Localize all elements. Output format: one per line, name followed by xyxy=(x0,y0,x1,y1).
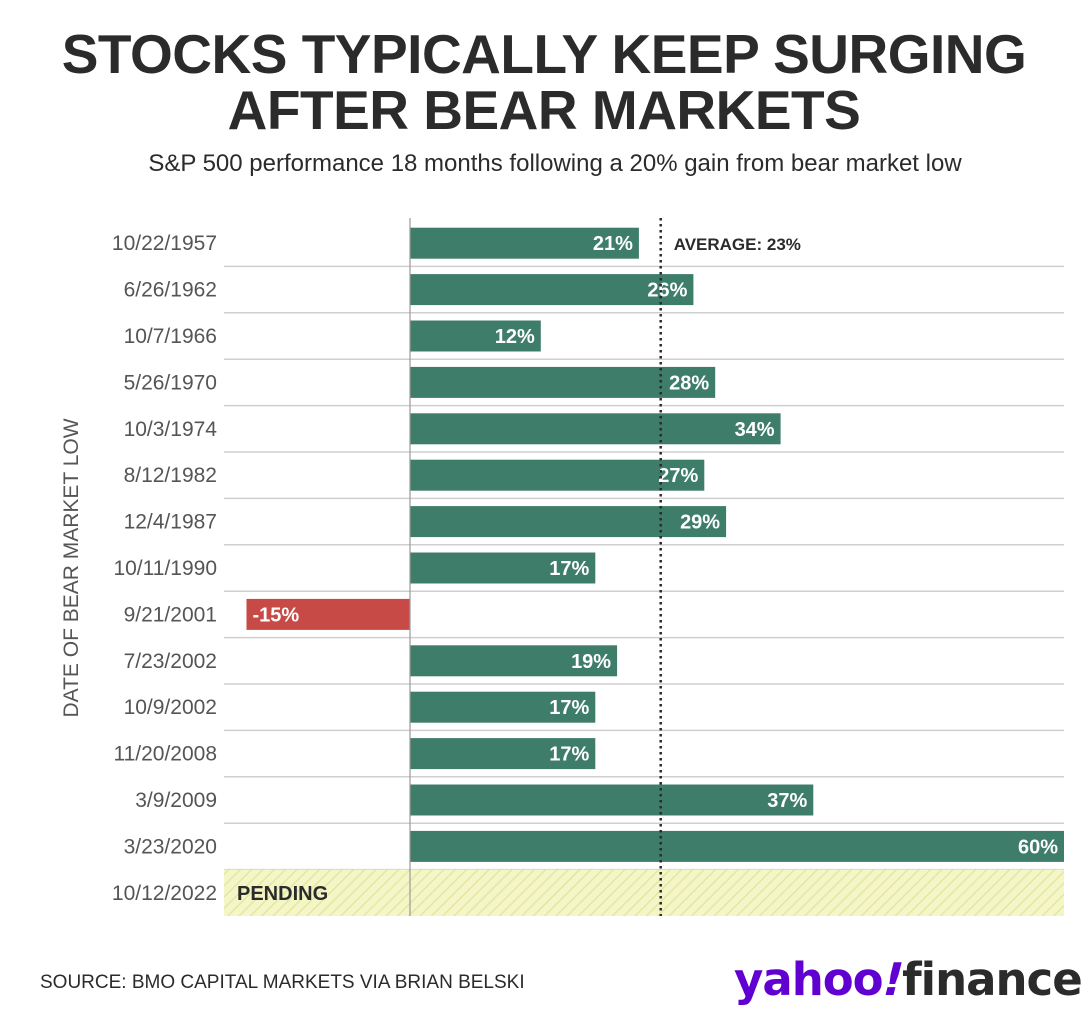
category-labels: 10/22/1957 6/26/1962 10/7/1966 5/26/1970 10/… xyxy=(112,232,217,905)
data-label: 28% xyxy=(669,372,709,394)
logo-finance: finance xyxy=(902,953,1083,1006)
data-label: 17% xyxy=(549,558,589,580)
bar xyxy=(410,459,705,491)
chart-subtitle: S&P 500 performance 18 months following … xyxy=(148,150,962,177)
data-label: 19% xyxy=(571,651,611,673)
category-label: 6/26/1962 xyxy=(124,279,217,302)
bar xyxy=(410,413,781,445)
title-line-2: AFTER BEAR MARKETS xyxy=(227,79,861,141)
category-label: 11/20/2008 xyxy=(113,743,217,766)
bar xyxy=(410,784,814,816)
category-label: 7/23/2002 xyxy=(124,650,217,673)
data-label: 17% xyxy=(549,744,589,766)
bar xyxy=(410,738,596,770)
title-line-1: STOCKS TYPICALLY KEEP SURGING xyxy=(61,23,1027,85)
yahoo-finance-logo: yahoo!finance xyxy=(734,952,1083,1008)
bar xyxy=(410,320,541,352)
pending-region: PENDING xyxy=(224,869,1064,916)
data-label: 12% xyxy=(495,326,535,348)
category-label: 8/12/1982 xyxy=(124,464,217,487)
data-label: 29% xyxy=(680,512,720,534)
axes: AVERAGE: 23% xyxy=(409,218,801,916)
bar xyxy=(246,598,410,630)
bar xyxy=(410,227,639,259)
category-label: 3/23/2020 xyxy=(124,835,217,858)
bar xyxy=(410,274,694,306)
grid-lines xyxy=(224,265,1064,871)
bar-chart: PENDING 21% 26% 12% 28% 34% 27% 29% 17% -15% 19% 1… xyxy=(60,218,1064,916)
category-label: 10/9/2002 xyxy=(124,696,217,719)
bar xyxy=(410,830,1064,862)
bar xyxy=(410,691,596,723)
category-label: 10/7/1966 xyxy=(124,325,217,348)
data-label: 27% xyxy=(658,465,698,487)
data-label: 37% xyxy=(767,790,807,812)
data-label: 26% xyxy=(647,280,687,302)
category-label: 10/12/2022 xyxy=(112,882,217,905)
bars: 21% 26% 12% 28% 34% 27% 29% 17% -15% 19% 17% 17% 37%… xyxy=(246,227,1064,862)
category-label: 9/21/2001 xyxy=(124,603,217,626)
data-label: 21% xyxy=(593,233,633,255)
category-label: 10/11/1990 xyxy=(113,557,217,580)
pending-band xyxy=(224,869,1064,916)
pending-label: PENDING xyxy=(237,883,328,905)
source-note: SOURCE: BMO CAPITAL MARKETS VIA BRIAN BE… xyxy=(40,972,525,993)
data-label: -15% xyxy=(253,604,300,626)
data-label: 60% xyxy=(1018,836,1058,858)
category-label: 12/4/1987 xyxy=(124,511,217,534)
logo-yahoo: yahoo xyxy=(734,953,884,1006)
category-label: 10/3/1974 xyxy=(124,418,218,441)
bar xyxy=(410,366,716,398)
bar xyxy=(410,645,618,677)
y-axis-label: DATE OF BEAR MARKET LOW xyxy=(60,418,83,717)
data-label: 17% xyxy=(549,697,589,719)
category-label: 5/26/1970 xyxy=(124,371,217,394)
bar xyxy=(410,552,596,584)
data-label: 34% xyxy=(735,419,775,441)
category-label: 3/9/2009 xyxy=(135,789,217,812)
category-label: 10/22/1957 xyxy=(112,232,217,255)
average-label: AVERAGE: 23% xyxy=(674,235,801,254)
bar xyxy=(410,506,727,538)
chart-title: STOCKS TYPICALLY KEEP SURGING AFTER BEAR… xyxy=(0,26,1088,138)
